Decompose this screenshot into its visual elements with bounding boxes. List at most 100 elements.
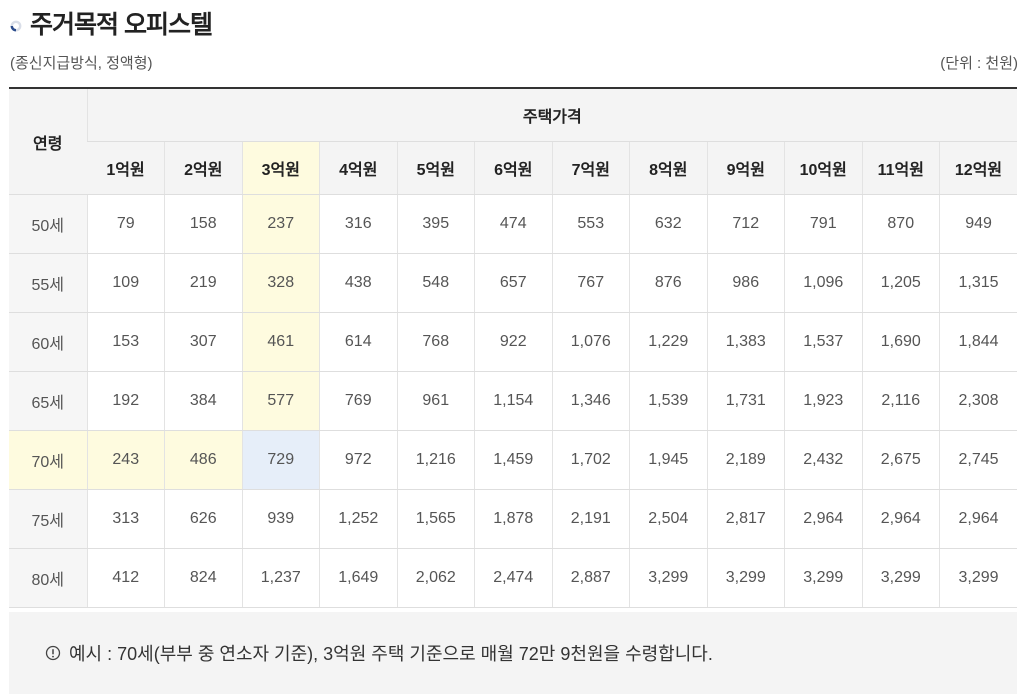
rate-cell: 313 — [86, 489, 165, 549]
rate-cell: 986 — [706, 253, 785, 313]
price-column-header: 9억원 — [706, 141, 785, 195]
rate-cell: 109 — [86, 253, 165, 313]
rate-cell: 237 — [241, 194, 320, 254]
rate-cell: 461 — [241, 312, 320, 372]
rate-cell: 712 — [706, 194, 785, 254]
rate-cell: 1,205 — [861, 253, 940, 313]
rate-cell: 1,702 — [551, 430, 630, 490]
rate-cell: 1,537 — [784, 312, 862, 372]
price-column-header: 4억원 — [319, 141, 397, 195]
rate-cell: 2,062 — [396, 548, 475, 608]
example-note: 예시 : 70세(부부 중 연소자 기준), 3억원 주택 기준으로 매월 72… — [9, 612, 1017, 694]
rate-cell: 767 — [551, 253, 630, 313]
house-price-header: 주택가격 — [86, 87, 1018, 142]
rate-cell: 2,887 — [551, 548, 630, 608]
age-cell: 60세 — [9, 312, 87, 372]
title-bullet-icon — [10, 20, 22, 32]
rate-cell: 1,383 — [706, 312, 785, 372]
rate-cell: 824 — [164, 548, 242, 608]
rate-cell: 328 — [241, 253, 320, 313]
rate-cell: 1,237 — [241, 548, 320, 608]
rate-cell: 384 — [164, 371, 242, 431]
price-column-header: 8억원 — [629, 141, 707, 195]
rate-cell: 1,690 — [861, 312, 940, 372]
price-column-header: 2억원 — [164, 141, 242, 195]
rate-cell: 153 — [86, 312, 165, 372]
table-row: 75세 313 626 939 1,252 1,565 1,878 2,191 2,504 2,8… — [9, 489, 1018, 549]
rate-cell: 316 — [319, 194, 397, 254]
table-row: 50세 79 158 237 316 395 474 553 632 712 791 870 949 — [9, 194, 1018, 254]
price-column-header: 6억원 — [474, 141, 552, 195]
price-column-header: 3억원 — [241, 141, 320, 195]
rate-cell: 577 — [241, 371, 320, 431]
exclamation-circle-icon — [45, 645, 61, 661]
rate-cell: 307 — [164, 312, 242, 372]
table-row: 70세 243 486 729 972 1,216 1,459 1,702 1,945 2,189… — [9, 430, 1018, 490]
age-cell: 75세 — [9, 489, 87, 549]
age-cell: 50세 — [9, 194, 87, 254]
age-column-header: 연령 — [9, 87, 87, 195]
price-column-header: 1억원 — [87, 141, 165, 195]
rate-cell: 2,191 — [551, 489, 630, 549]
rate-cell: 972 — [319, 430, 397, 490]
page-header: 주거목적 오피스텔 — [10, 6, 213, 40]
rate-cell: 791 — [784, 194, 862, 254]
rate-cell: 1,096 — [784, 253, 862, 313]
age-cell: 80세 — [9, 548, 87, 608]
rate-cell: 2,745 — [939, 430, 1018, 490]
table-row: 65세 192 384 577 769 961 1,154 1,346 1,539 1,731 1,… — [9, 371, 1018, 431]
rate-cell: 243 — [86, 430, 165, 490]
age-cell: 65세 — [9, 371, 87, 431]
rate-cell: 1,346 — [551, 371, 630, 431]
rate-cell: 1,459 — [474, 430, 552, 490]
rate-cell: 632 — [629, 194, 707, 254]
rate-cell: 2,504 — [629, 489, 707, 549]
table-row: 60세 153 307 461 614 768 922 1,076 1,229 1,383 1,53… — [9, 312, 1018, 372]
rate-cell: 2,964 — [861, 489, 940, 549]
rate-cell: 949 — [939, 194, 1018, 254]
rate-cell: 870 — [861, 194, 940, 254]
rate-cell: 1,649 — [319, 548, 397, 608]
rate-cell: 3,299 — [629, 548, 707, 608]
table-row: 80세 412 824 1,237 1,649 2,062 2,474 2,887 3,299 3… — [9, 548, 1018, 608]
rate-cell: 939 — [241, 489, 320, 549]
rate-cell: 2,964 — [939, 489, 1018, 549]
rate-cell: 395 — [396, 194, 475, 254]
rate-cell: 1,565 — [396, 489, 475, 549]
rate-cell: 548 — [396, 253, 475, 313]
age-cell: 70세 — [9, 430, 87, 490]
rate-cell: 79 — [86, 194, 165, 254]
rate-cell: 1,945 — [629, 430, 707, 490]
rate-cell: 486 — [164, 430, 242, 490]
rate-cell: 3,299 — [939, 548, 1018, 608]
price-column-header: 12억원 — [939, 141, 1018, 195]
rate-cell: 3,299 — [861, 548, 940, 608]
price-column-header: 5억원 — [396, 141, 475, 195]
unit-caption: (단위 : 천원) — [940, 55, 1018, 72]
rate-cell: 2,432 — [784, 430, 862, 490]
rate-cell: 2,308 — [939, 371, 1018, 431]
age-cell: 55세 — [9, 253, 87, 313]
rate-cell: 768 — [396, 312, 475, 372]
rate-cell: 2,116 — [861, 371, 940, 431]
rate-cell: 922 — [474, 312, 552, 372]
rate-cell: 1,154 — [474, 371, 552, 431]
page-title: 주거목적 오피스텔 — [30, 11, 213, 39]
price-column-header: 10억원 — [784, 141, 862, 195]
rate-cell: 1,216 — [396, 430, 475, 490]
pension-rate-table: 연령 주택가격 1억원 2억원 3억원 4억원 5억원 6억원 7억원 8억원 9억원 10억원 1… — [9, 87, 1018, 608]
rate-cell: 158 — [164, 194, 242, 254]
rate-cell: 961 — [396, 371, 475, 431]
example-note-text: 예시 : 70세(부부 중 연소자 기준), 3억원 주택 기준으로 매월 72… — [69, 644, 713, 664]
rate-cell: 2,474 — [474, 548, 552, 608]
price-column-header: 11억원 — [861, 141, 940, 195]
rate-cell: 614 — [319, 312, 397, 372]
rate-cell: 626 — [164, 489, 242, 549]
rate-cell: 2,675 — [861, 430, 940, 490]
rate-cell: 1,731 — [706, 371, 785, 431]
rate-cell: 2,964 — [784, 489, 862, 549]
rate-cell: 3,299 — [784, 548, 862, 608]
rate-cell: 3,299 — [706, 548, 785, 608]
rate-cell: 1,539 — [629, 371, 707, 431]
rate-cell: 1,229 — [629, 312, 707, 372]
